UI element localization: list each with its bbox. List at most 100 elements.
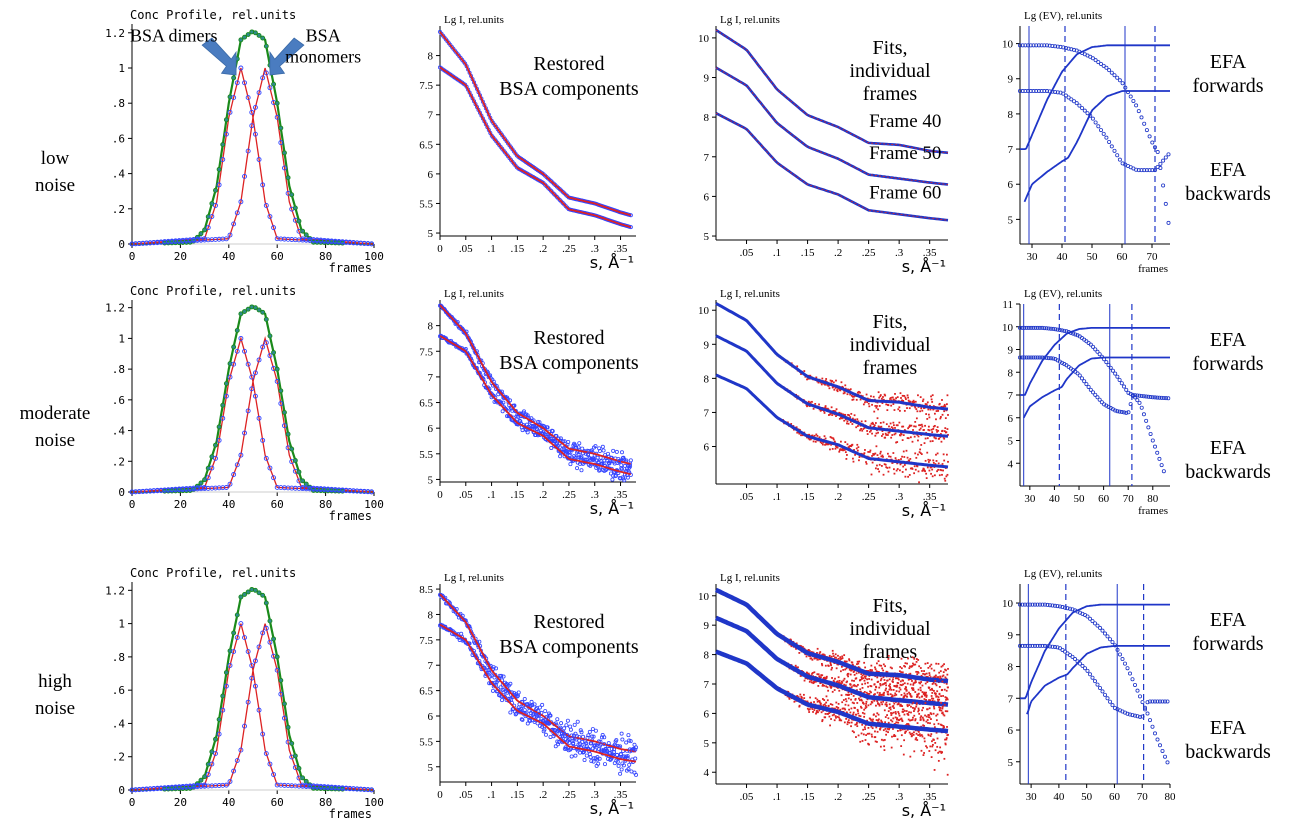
data-point — [818, 652, 821, 655]
data-point — [844, 414, 847, 416]
data-point — [876, 464, 878, 467]
data-point — [552, 728, 557, 733]
data-point — [901, 439, 904, 441]
data-point — [947, 460, 949, 463]
data-point — [910, 678, 912, 681]
efa-backward-point — [1069, 97, 1074, 102]
data-point — [858, 699, 861, 702]
data-point — [880, 664, 883, 667]
data-point — [814, 680, 817, 683]
data-point — [242, 80, 247, 86]
data-point — [862, 403, 865, 406]
data-point — [263, 340, 269, 346]
data-point — [271, 81, 277, 87]
data-point — [586, 452, 591, 457]
data-point — [830, 685, 833, 687]
data-point — [917, 394, 919, 397]
data-point — [816, 647, 819, 650]
x-tick-label: .3 — [591, 789, 600, 801]
data-point — [216, 437, 222, 443]
x-tick-label: .35 — [923, 247, 937, 259]
data-point — [862, 701, 865, 704]
data-point — [947, 667, 949, 670]
data-point — [838, 417, 841, 420]
row-label-line: high — [38, 671, 72, 692]
data-point — [936, 470, 938, 473]
x-tick-label: .15 — [801, 247, 815, 259]
data-point — [296, 469, 302, 475]
data-point — [874, 666, 876, 669]
data-point — [878, 664, 881, 667]
data-point — [867, 402, 870, 405]
x-tick-label: .25 — [862, 491, 876, 503]
efa-backward-point — [1035, 355, 1040, 360]
chart-title: Lg I, rel.units — [444, 288, 504, 300]
y-tick-label: 6 — [704, 442, 710, 454]
data-point — [815, 376, 818, 379]
data-point — [593, 444, 598, 449]
data-point — [555, 443, 560, 448]
data-point — [902, 465, 905, 468]
data-point — [579, 468, 584, 473]
data-point — [898, 406, 901, 409]
data-point — [923, 468, 925, 471]
efa-backward-point — [1122, 384, 1127, 389]
data-point — [824, 664, 827, 667]
data-point — [816, 434, 819, 437]
data-point — [528, 718, 533, 723]
data-point — [238, 594, 244, 600]
data-point — [903, 692, 906, 695]
data-point — [234, 612, 240, 618]
data-point — [289, 740, 295, 746]
data-point — [915, 658, 918, 660]
data-point — [848, 389, 851, 392]
data-point — [857, 446, 860, 449]
data-point — [619, 463, 624, 468]
y-tick-label: 9 — [704, 339, 710, 351]
data-point — [847, 694, 850, 696]
data-point — [884, 665, 887, 668]
y-tick-label: 8 — [1008, 109, 1014, 121]
efa-backward-point — [1110, 368, 1115, 373]
data-point — [861, 683, 864, 686]
data-point — [877, 670, 879, 673]
data-point — [879, 426, 882, 429]
y-tick-label: .8 — [112, 651, 125, 664]
data-point — [905, 468, 907, 471]
data-point — [904, 475, 907, 478]
efa-backward-point — [1139, 393, 1144, 398]
data-point — [866, 681, 869, 684]
data-point — [909, 425, 912, 427]
data-point — [938, 474, 941, 477]
data-point — [847, 697, 850, 700]
data-point — [882, 396, 884, 398]
data-point — [898, 421, 901, 424]
data-point — [913, 425, 916, 428]
x-tick-label: 50 — [1087, 251, 1099, 263]
x-tick-label: .2 — [539, 489, 547, 501]
efa-backward-point — [1093, 392, 1098, 397]
efa-backward-point — [1124, 410, 1129, 415]
data-point — [881, 703, 884, 706]
data-point — [920, 423, 923, 426]
data-point — [808, 655, 811, 657]
data-point — [231, 344, 237, 350]
data-point — [916, 465, 919, 468]
y-tick-label: 5.5 — [419, 449, 433, 461]
data-point — [920, 670, 923, 672]
data-point — [907, 475, 910, 478]
data-point — [838, 449, 841, 452]
efa-backward-point — [1050, 43, 1055, 48]
data-point — [813, 681, 815, 684]
data-point — [937, 662, 940, 665]
data-point — [234, 348, 240, 354]
data-point — [543, 732, 548, 737]
component-fit-line — [439, 304, 632, 465]
data-point — [282, 150, 287, 156]
data-point — [917, 692, 920, 695]
efa-backward-point — [1093, 347, 1098, 352]
data-point — [902, 399, 905, 402]
data-point — [882, 663, 885, 666]
data-point — [856, 418, 859, 421]
data-point — [809, 438, 812, 441]
